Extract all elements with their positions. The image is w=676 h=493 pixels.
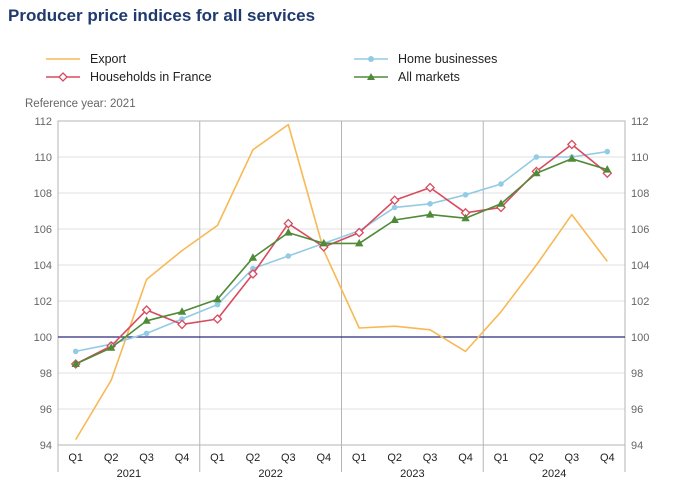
point-home-businesses-0 <box>72 348 79 355</box>
y-tick-right-102: 102 <box>631 296 649 308</box>
series-line-home-businesses <box>75 150 608 353</box>
x-tick-Q2-13: Q2 <box>529 452 544 464</box>
y-tick-right-96: 96 <box>631 404 643 416</box>
x-tick-Q4-7: Q4 <box>316 452 331 464</box>
y-tick-left-112: 112 <box>34 116 52 128</box>
point-home-businesses-13 <box>533 154 540 160</box>
point-all-markets-7 <box>319 238 328 247</box>
point-home-businesses-6 <box>285 253 292 259</box>
point-all-markets-6 <box>284 228 293 236</box>
point-all-markets-5 <box>248 253 258 261</box>
point-households-in-france-10 <box>425 182 436 193</box>
y-tick-right-98: 98 <box>631 368 643 380</box>
legend-swatch-all-markets <box>354 73 388 80</box>
y-tick-left-108: 108 <box>34 188 52 200</box>
point-all-markets-8 <box>355 238 364 247</box>
point-all-markets-2 <box>142 316 151 324</box>
point-home-businesses-15 <box>604 148 611 155</box>
y-tick-left-96: 96 <box>40 404 52 416</box>
point-all-markets-1 <box>106 343 116 351</box>
y-tick-right-94: 94 <box>631 440 643 452</box>
legend-households-in-france[interactable]: Households in France <box>46 70 246 86</box>
x-tick-Q2-5: Q2 <box>246 452 261 464</box>
point-households-in-france-2 <box>141 305 152 315</box>
point-households-in-france-4 <box>212 314 223 324</box>
reference-year-note: Reference year: 2021 <box>25 98 136 110</box>
point-home-businesses-3 <box>179 316 185 322</box>
y-tick-right-110: 110 <box>631 152 649 164</box>
x-tick-Q2-1: Q2 <box>104 452 119 464</box>
point-households-in-france-6 <box>283 218 294 229</box>
point-home-businesses-5 <box>250 265 256 272</box>
point-all-markets-9 <box>390 215 399 223</box>
year-label-2021: 2021 <box>117 468 141 480</box>
point-home-businesses-11 <box>462 192 469 198</box>
x-tick-Q1-12: Q1 <box>494 452 509 464</box>
point-households-in-france-8 <box>354 227 365 238</box>
legend-swatch-households <box>46 72 80 82</box>
x-tick-Q3-6: Q3 <box>281 452 296 464</box>
point-all-markets-13 <box>532 168 541 177</box>
x-tick-Q3-10: Q3 <box>423 452 438 464</box>
point-home-businesses-4 <box>214 301 221 308</box>
point-home-businesses-2 <box>143 330 150 337</box>
y-tick-right-108: 108 <box>631 188 649 200</box>
year-label-2024: 2024 <box>542 468 566 480</box>
point-all-markets-3 <box>177 307 187 315</box>
series-line-all-markets <box>75 158 608 365</box>
x-tick-Q4-15: Q4 <box>600 452 615 464</box>
y-tick-left-104: 104 <box>34 260 52 272</box>
x-tick-Q4-11: Q4 <box>458 452 473 464</box>
x-tick-Q1-0: Q1 <box>68 452 83 464</box>
legend-label-export: Export <box>90 52 127 66</box>
x-tick-Q3-14: Q3 <box>565 452 580 464</box>
year-label-2022: 2022 <box>258 468 282 480</box>
legend-home-businesses[interactable]: Home businesses <box>354 52 554 68</box>
point-all-markets-12 <box>496 199 506 207</box>
legend-label-households: Households in France <box>90 70 212 84</box>
chart-title: Producer price indices for all services <box>8 6 316 25</box>
y-tick-right-104: 104 <box>631 260 649 272</box>
y-tick-right-106: 106 <box>631 224 649 236</box>
x-tick-Q4-3: Q4 <box>175 452 190 464</box>
point-all-markets-15 <box>603 165 612 173</box>
legend-swatch-export <box>46 58 80 60</box>
y-tick-right-100: 100 <box>631 332 649 344</box>
point-home-businesses-9 <box>391 204 398 211</box>
y-tick-right-112: 112 <box>631 116 649 128</box>
point-households-in-france-14 <box>566 139 577 150</box>
legend-export[interactable]: Export <box>46 52 246 68</box>
x-tick-Q2-9: Q2 <box>387 452 402 464</box>
y-tick-left-102: 102 <box>34 296 52 308</box>
y-tick-left-98: 98 <box>40 368 52 380</box>
point-households-in-france-3 <box>177 319 187 330</box>
point-home-businesses-12 <box>498 181 504 187</box>
legend-swatch-home-businesses <box>354 56 388 62</box>
point-home-businesses-10 <box>427 201 433 207</box>
year-label-2023: 2023 <box>400 468 424 480</box>
point-all-markets-4 <box>213 294 222 303</box>
point-all-markets-10 <box>425 210 435 218</box>
y-tick-left-94: 94 <box>40 440 52 452</box>
legend-label-all-markets: All markets <box>398 70 460 84</box>
point-households-in-france-9 <box>389 195 400 206</box>
x-tick-Q1-8: Q1 <box>352 452 367 464</box>
point-all-markets-0 <box>71 359 80 367</box>
point-all-markets-11 <box>461 213 470 222</box>
y-tick-left-100: 100 <box>34 332 52 344</box>
x-tick-Q3-2: Q3 <box>139 452 154 464</box>
point-households-in-france-5 <box>247 269 258 279</box>
legend-all-markets[interactable]: All markets <box>354 70 554 86</box>
y-tick-left-106: 106 <box>34 224 52 236</box>
point-all-markets-14 <box>567 154 577 162</box>
legend-label-home-businesses: Home businesses <box>398 52 498 66</box>
y-tick-left-110: 110 <box>34 152 52 164</box>
series-line-export <box>75 123 608 441</box>
x-tick-Q1-4: Q1 <box>210 452 225 464</box>
